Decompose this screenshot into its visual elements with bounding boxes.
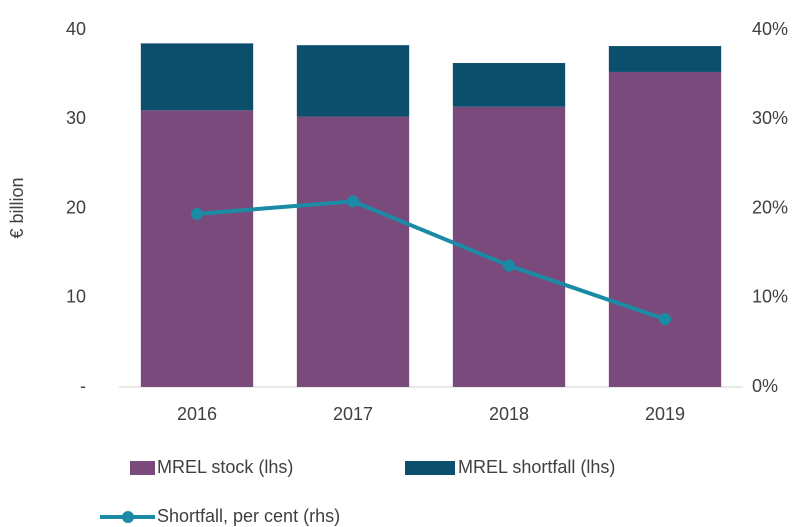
y2-tick-label: 30%: [752, 108, 788, 128]
bar: [140, 43, 254, 111]
y-tick-label: 40: [66, 19, 86, 39]
bar: [296, 45, 410, 117]
legend-swatch: [405, 461, 455, 475]
bar: [608, 46, 722, 72]
bar: [296, 116, 410, 387]
y2-tick-label: 40%: [752, 19, 788, 39]
bar: [452, 106, 566, 387]
y2-tick-label: 10%: [752, 287, 788, 307]
legend-label: Shortfall, per cent (rhs): [157, 506, 340, 526]
y2-tick-label: 20%: [752, 197, 788, 217]
line-point: [503, 259, 515, 272]
y2-tick-label: 0%: [752, 376, 778, 396]
y-tick-label: -: [80, 376, 86, 396]
line-point: [347, 195, 359, 208]
legend-label: MREL stock (lhs): [157, 457, 293, 477]
y-tick-label: 10: [66, 287, 86, 307]
x-tick-label: 2019: [645, 404, 685, 424]
legend-label: MREL shortfall (lhs): [458, 457, 615, 477]
y-axis-label: € billion: [7, 177, 27, 238]
bar: [140, 110, 254, 387]
legend-swatch: [122, 511, 134, 523]
y-tick-label: 30: [66, 108, 86, 128]
legend-swatch: [130, 461, 155, 475]
line-point: [659, 313, 671, 326]
bar: [452, 63, 566, 107]
x-tick-label: 2016: [177, 404, 217, 424]
line-point: [191, 207, 203, 220]
x-tick-label: 2018: [489, 404, 529, 424]
bar: [608, 71, 722, 387]
line: [196, 199, 666, 322]
y-tick-label: 20: [66, 197, 86, 217]
x-tick-label: 2017: [333, 404, 373, 424]
